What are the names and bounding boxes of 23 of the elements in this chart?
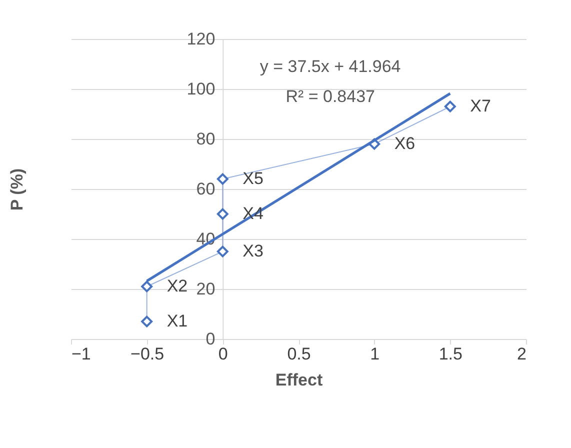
annotation: X7 — [470, 96, 491, 116]
annotation: X5 — [242, 169, 264, 188]
x-tick-label: 0 — [218, 344, 228, 364]
y-tick-label: 80 — [196, 130, 216, 148]
y-tick-label: 0 — [206, 330, 216, 348]
y-tick-label: 100 — [186, 80, 216, 98]
x-axis-title: Effect — [275, 370, 323, 390]
x-tick-label: 1.5 — [438, 344, 462, 364]
x-tick-label: −0.5 — [130, 344, 164, 364]
annotation: R² = 0.8437 — [286, 87, 376, 106]
annotation: X2 — [166, 276, 188, 296]
x-tick-label: 2 — [517, 344, 526, 364]
y-tick-label: 60 — [196, 180, 216, 198]
y-tick-label: 20 — [196, 280, 216, 298]
annotation: y = 37.5x + 41.964 — [260, 57, 401, 76]
annotation: X6 — [394, 134, 416, 153]
x-tick-label: −1 — [72, 344, 91, 364]
x-tick-label: 1 — [370, 344, 380, 364]
x-tick-label: 0.5 — [287, 344, 311, 364]
y-axis-title: P (%) — [8, 168, 26, 211]
annotation: X1 — [166, 312, 188, 330]
y-tick-label: 120 — [186, 30, 216, 48]
annotation: X3 — [242, 242, 264, 260]
